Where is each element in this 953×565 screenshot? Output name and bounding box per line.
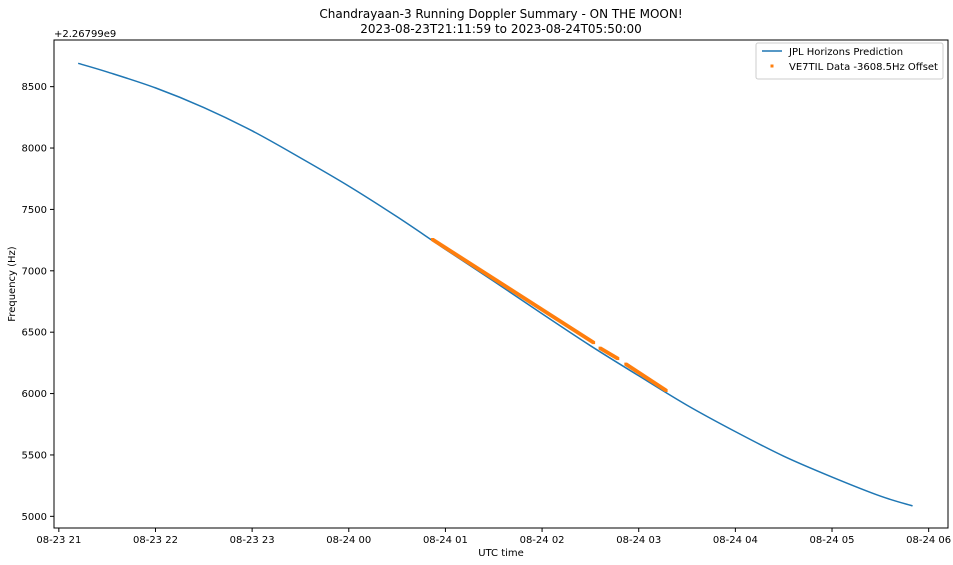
measurement-point xyxy=(592,341,596,345)
x-tick-label: 08-23 21 xyxy=(36,535,81,546)
y-tick-label: 8500 xyxy=(22,82,47,93)
y-tick-label: 7000 xyxy=(22,266,47,277)
y-tick-label: 8000 xyxy=(22,144,47,155)
y-axis-ticks: 5000 5500 6000 6500 7000 7500 8000 8500 xyxy=(22,82,54,523)
x-axis-ticks: 08-23 21 08-23 22 08-23 23 08-24 00 08-24 01… xyxy=(36,528,951,546)
chart-title-line1: Chandrayaan-3 Running Doppler Summary - … xyxy=(319,7,682,21)
y-tick-label: 5500 xyxy=(22,450,47,461)
x-axis-label: UTC time xyxy=(478,548,524,559)
y-tick-label: 6500 xyxy=(22,328,47,339)
x-tick-label: 08-24 00 xyxy=(326,535,371,546)
prediction-line xyxy=(77,62,913,507)
y-tick-label: 5000 xyxy=(22,512,47,523)
legend-label-prediction: JPL Horizons Prediction xyxy=(788,47,903,58)
plot-frame xyxy=(53,39,949,529)
y-tick-label: 6000 xyxy=(22,389,47,400)
x-tick-label: 08-24 02 xyxy=(520,535,565,546)
legend-label-measurements: VE7TIL Data -3608.5Hz Offset xyxy=(789,62,938,73)
y-axis-label: Frequency (Hz) xyxy=(7,246,18,322)
x-tick-label: 08-23 22 xyxy=(133,535,178,546)
measurement-point xyxy=(616,357,620,361)
measurement-segment xyxy=(431,237,596,345)
x-tick-label: 08-24 03 xyxy=(616,535,661,546)
x-tick-label: 08-24 05 xyxy=(810,535,855,546)
y-offset-label: +2.26799e9 xyxy=(54,29,116,40)
x-tick-label: 08-24 06 xyxy=(906,535,951,546)
legend-box xyxy=(755,42,944,80)
legend: JPL Horizons Prediction VE7TIL Data -360… xyxy=(755,42,944,80)
measurement-point xyxy=(664,389,668,393)
x-tick-label: 08-23 23 xyxy=(230,535,275,546)
x-tick-label: 08-24 04 xyxy=(713,535,758,546)
legend-marker-swatch xyxy=(770,64,774,68)
measurement-segment xyxy=(598,346,620,361)
chart-title-line2: 2023-08-23T21:11:59 to 2023-08-24T05:50:… xyxy=(360,22,642,36)
y-tick-label: 7500 xyxy=(22,205,47,216)
data-layer xyxy=(77,62,913,507)
x-tick-label: 08-24 01 xyxy=(423,535,468,546)
measurement-segment xyxy=(624,362,668,393)
